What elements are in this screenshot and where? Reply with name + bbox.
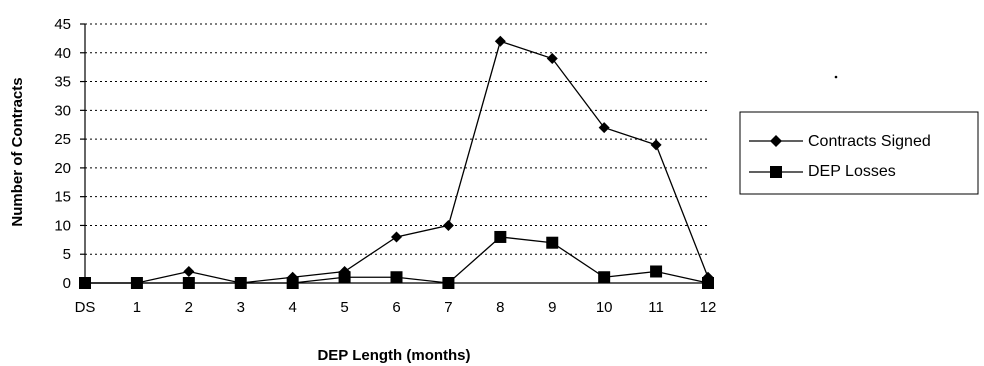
series-contracts-signed [79,35,714,289]
data-point-square [442,277,455,289]
axes [80,23,708,284]
data-point-square [598,271,611,284]
x-tick-label: 7 [444,299,452,316]
x-tick-label: 9 [548,299,556,316]
legend-label-contracts-signed: Contracts Signed [808,133,931,150]
series-dep-losses [79,230,714,289]
y-tick-label: 20 [54,160,71,177]
x-axis-title: DEP Length (months) [317,347,470,364]
stray-dot [834,75,838,79]
series-layer [79,35,714,289]
x-tick-label: 10 [596,299,613,316]
x-tick-label: 12 [700,299,717,316]
data-point-square [494,230,507,243]
data-point-square [130,277,143,289]
data-point-diamond [598,122,610,134]
data-point-diamond [183,265,195,277]
data-point-diamond [442,219,454,231]
x-tick-label: 6 [392,299,400,316]
y-tick-label: 0 [63,275,71,292]
data-point-square [234,277,247,289]
legend: Contracts Signed DEP Losses [739,111,979,195]
y-tick-label: 45 [54,16,71,33]
x-tick-label: 3 [237,299,245,316]
series-line [85,40,709,284]
y-tick-label: 10 [54,217,71,234]
y-axis-title: Number of Contracts [9,77,26,226]
legend-marker-square [770,166,782,178]
x-tick-label: 5 [340,299,348,316]
data-point-square [546,236,559,249]
x-tick-label: 1 [133,299,141,316]
x-tick-label: DS [75,299,96,316]
data-point-square [650,265,663,278]
y-tick-label: 40 [54,45,71,62]
data-point-diamond [391,231,402,243]
data-point-square [338,271,351,284]
data-point-square [286,277,299,289]
x-tick-label: 8 [496,299,504,316]
y-tick-label: 25 [54,131,71,148]
data-point-square [79,277,91,289]
y-tick-label: 35 [54,74,71,91]
gridlines [85,23,708,255]
y-tick-label: 30 [54,102,71,119]
data-point-square [702,277,714,289]
legend-marker-diamond [770,135,782,147]
y-tick-label: 5 [63,246,71,263]
data-point-diamond [650,139,662,151]
legend-label-dep-losses: DEP Losses [808,163,896,180]
data-point-diamond [494,35,506,47]
x-tick-label: 11 [648,299,664,316]
data-point-diamond [546,53,558,65]
x-tick-label: 2 [185,299,193,316]
y-tick-label: 15 [54,189,71,206]
x-tick-label: 4 [288,299,296,316]
data-point-square [182,277,195,289]
legend-box [739,111,979,195]
data-point-square [390,271,403,284]
